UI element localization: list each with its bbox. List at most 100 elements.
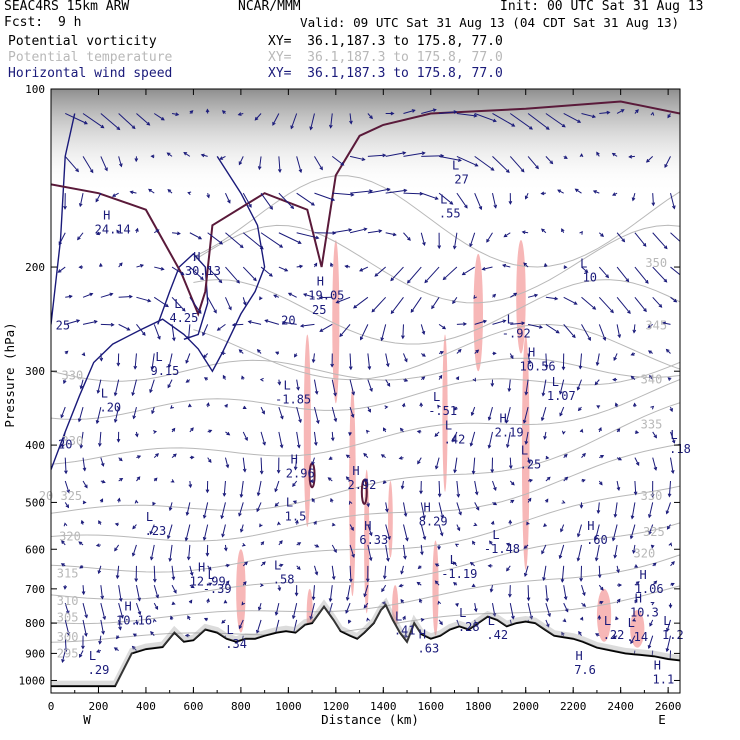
wind-vector bbox=[652, 457, 657, 471]
wind-vector bbox=[474, 155, 494, 171]
wind-vector bbox=[274, 480, 280, 492]
theta-contour bbox=[193, 175, 680, 268]
wind-vector-head bbox=[387, 536, 391, 541]
wind-vector-head bbox=[579, 153, 584, 158]
wind-vector bbox=[648, 502, 654, 518]
wind-vector-head bbox=[242, 581, 247, 586]
wind-vector bbox=[374, 266, 387, 277]
wind-vector bbox=[100, 353, 102, 361]
wind-vector bbox=[598, 324, 606, 341]
extremum-kind: L bbox=[174, 297, 181, 311]
wind-vector-head bbox=[527, 360, 532, 365]
wind-vector-head bbox=[610, 309, 614, 314]
wind-vector-head bbox=[134, 158, 139, 163]
wind-vector-head bbox=[345, 597, 350, 602]
wind-vector-head bbox=[176, 231, 181, 236]
wind-vector-head bbox=[670, 582, 675, 587]
wind-vector-head bbox=[66, 489, 71, 494]
wind-vector-head bbox=[353, 304, 357, 309]
wind-vector-head bbox=[526, 597, 531, 602]
wind-vector-head bbox=[523, 572, 528, 577]
wind-vector bbox=[646, 156, 654, 163]
wind-vector-head bbox=[114, 547, 118, 552]
wind-vector-head bbox=[276, 469, 281, 474]
theta-contour bbox=[51, 379, 680, 465]
wind-vector bbox=[670, 457, 674, 474]
wind-vector-head bbox=[64, 350, 69, 355]
wind-vector-head bbox=[667, 377, 672, 381]
wind-vector bbox=[296, 192, 315, 206]
extremum-value: 7.6 bbox=[574, 663, 596, 677]
jet-shading bbox=[51, 89, 680, 194]
wind-vector-head bbox=[487, 563, 492, 568]
wind-vector-head bbox=[487, 416, 492, 421]
fcst-value: 9 h bbox=[58, 15, 82, 30]
wind-vector-head bbox=[277, 587, 282, 592]
wind-vector bbox=[491, 193, 497, 208]
wind-vector-head bbox=[663, 278, 668, 283]
wind-vector-head bbox=[280, 415, 284, 420]
wind-vector bbox=[633, 324, 636, 333]
wind-vector-head bbox=[149, 389, 153, 394]
wind-vector-head bbox=[545, 126, 550, 130]
wind-vector bbox=[670, 193, 675, 209]
theta-contour bbox=[51, 522, 680, 600]
theta-label: 320 bbox=[634, 547, 656, 561]
wind-vector-head bbox=[369, 387, 373, 393]
wind-vector-head bbox=[65, 610, 70, 615]
wind-vector bbox=[100, 457, 104, 467]
wind-vector-head bbox=[634, 598, 638, 603]
wind-vector bbox=[61, 431, 66, 448]
wind-vector-head bbox=[226, 431, 231, 436]
wind-vector-head bbox=[272, 121, 276, 126]
wind-vector bbox=[560, 524, 565, 532]
wind-vector-head bbox=[563, 265, 568, 269]
wind-vector-head bbox=[513, 292, 518, 297]
extremum-kind: H bbox=[635, 591, 642, 605]
theta-label: 335 bbox=[641, 418, 663, 432]
wind-vector-head bbox=[411, 109, 416, 113]
wind-vector-head bbox=[558, 555, 563, 560]
wind-vector-head bbox=[576, 533, 581, 538]
wind-vector-head bbox=[58, 241, 63, 246]
wind-vector-head bbox=[311, 596, 316, 601]
wind-vector-head bbox=[456, 493, 461, 498]
wind-vector bbox=[456, 155, 478, 167]
wind-vector-head bbox=[225, 464, 230, 469]
wind-vector bbox=[118, 619, 121, 630]
wind-vector bbox=[97, 379, 102, 394]
wind-vector-head bbox=[79, 444, 84, 449]
wind-vector-head bbox=[333, 549, 337, 553]
wind-vector-head bbox=[262, 441, 266, 446]
wind-vector-head bbox=[345, 454, 350, 459]
wind-vector bbox=[153, 585, 159, 598]
wind-vector-head bbox=[562, 618, 567, 623]
extremum-value: 1.1 bbox=[653, 672, 675, 686]
x-tick-label: 200 bbox=[89, 700, 109, 713]
theta-contour bbox=[51, 485, 680, 573]
wind-vector bbox=[527, 353, 531, 364]
wind-vector bbox=[594, 524, 600, 540]
wind-vector-head bbox=[492, 612, 497, 617]
field-wind-name: Horizontal wind speed bbox=[8, 66, 173, 81]
wind-vector bbox=[330, 113, 333, 128]
wind-vector-head bbox=[592, 190, 597, 194]
wind-vector bbox=[171, 296, 186, 312]
wind-vector-head bbox=[279, 563, 284, 568]
extremum-value: 8.29 bbox=[419, 514, 448, 528]
wind-vector bbox=[313, 565, 318, 575]
wind-vector-head bbox=[384, 405, 389, 410]
wind-vector-head bbox=[313, 441, 318, 446]
wind-vector bbox=[470, 431, 476, 446]
wind-vector-head bbox=[502, 263, 507, 268]
wind-vector bbox=[349, 113, 352, 124]
y-tick-label: 700 bbox=[25, 583, 45, 596]
wind-vector-head bbox=[648, 531, 652, 536]
wind-vector-head bbox=[434, 433, 439, 437]
wind-vector bbox=[559, 406, 565, 416]
wind-vector-head bbox=[668, 542, 673, 547]
wind-vector-head bbox=[150, 366, 155, 371]
wind-vector bbox=[563, 324, 576, 338]
wind-vector-head bbox=[153, 477, 158, 482]
wind-vector bbox=[474, 113, 497, 122]
